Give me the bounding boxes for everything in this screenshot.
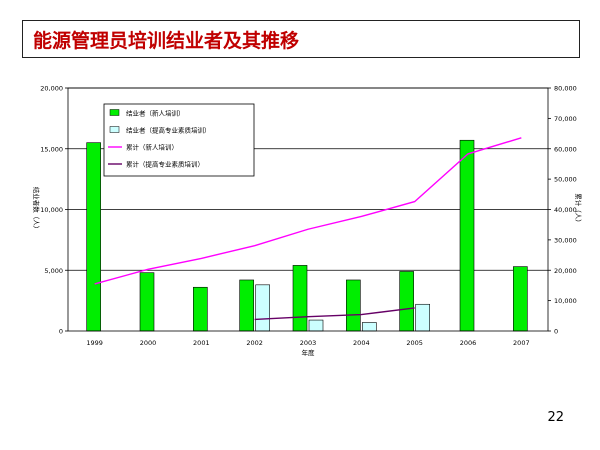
bar-new-training: [399, 271, 414, 332]
legend-label: 累计（新人培训）: [126, 143, 178, 152]
bar-new-training: [346, 279, 361, 332]
category-label: 2004: [353, 339, 370, 347]
left-tick-label: 20,000: [40, 85, 63, 93]
category-label: 2005: [406, 339, 423, 347]
left-tick-label: 15,000: [40, 145, 63, 153]
category-label: 2006: [460, 339, 477, 347]
bar-new-training: [139, 272, 155, 332]
right-tick-label: 50,000: [554, 176, 577, 184]
category-label: 2000: [140, 339, 157, 347]
legend-label: 结业者（新人培训）: [126, 109, 185, 118]
left-tick-label: 0: [59, 328, 63, 336]
right-tick-label: 80,000: [554, 85, 577, 93]
chart-area: 0 5,000 10,000 15,000 20,000 0 10,000 20,000 30,…: [20, 80, 583, 360]
line-cumulative-pro: [254, 307, 415, 321]
right-tick-label: 10,000: [554, 297, 577, 305]
line-cumulative-new: [94, 137, 522, 285]
right-tick-label: 20,000: [554, 267, 577, 275]
right-tick-label: 70,000: [554, 115, 577, 123]
legend-swatch-bar-new: [109, 109, 120, 116]
left-tick-label: 5,000: [44, 267, 63, 275]
bar-new-training: [193, 286, 208, 332]
right-tick-label: 60,000: [554, 145, 577, 153]
legend-box: [103, 103, 255, 177]
title-box: 能源管理员培训结业者及其推移: [22, 20, 580, 58]
category-label: 2002: [246, 339, 263, 347]
y-axis-right-title: 累计（人）: [574, 193, 582, 226]
page-number: 22: [547, 410, 564, 425]
category-label: 2007: [513, 339, 530, 347]
legend-layer: 结业者（新人培训） 结业者（提高专业素质培训） 累计（新人培训） 累计（提高专业素质培…: [103, 103, 255, 177]
bar-new-training: [239, 279, 254, 332]
bar-new-training: [459, 139, 475, 332]
axes-layer: 0 5,000 10,000 15,000 20,000 0 10,000 20,000 30,…: [32, 85, 583, 358]
x-axis-title: 年度: [302, 348, 316, 357]
bar-new-training: [292, 265, 308, 332]
slide-title: 能源管理员培训结业者及其推移: [33, 30, 300, 52]
right-tick-label: 40,000: [554, 206, 577, 214]
left-tick-label: 10,000: [40, 206, 63, 214]
right-tick-label: 30,000: [554, 236, 577, 244]
legend-label: 累计（提高专业素质培训）: [126, 160, 204, 169]
lines-layer: [94, 137, 522, 321]
bar-pro-training: [362, 322, 377, 332]
category-label: 1999: [86, 339, 103, 347]
right-tick-label: 0: [554, 328, 558, 336]
bar-pro-training: [308, 319, 324, 332]
y-axis-left-title: 结业者数（人）: [32, 187, 41, 233]
bar-pro-training: [255, 284, 270, 332]
bar-new-training: [86, 142, 101, 332]
legend-label: 结业者（提高专业素质培训）: [126, 126, 211, 135]
legend-swatch-bar-pro: [109, 126, 120, 133]
combo-chart: 0 5,000 10,000 15,000 20,000 0 10,000 20,000 30,…: [32, 85, 583, 358]
bar-new-training: [513, 266, 528, 332]
category-label: 2003: [300, 339, 317, 347]
bar-pro-training: [415, 303, 430, 332]
category-label: 2001: [193, 339, 210, 347]
